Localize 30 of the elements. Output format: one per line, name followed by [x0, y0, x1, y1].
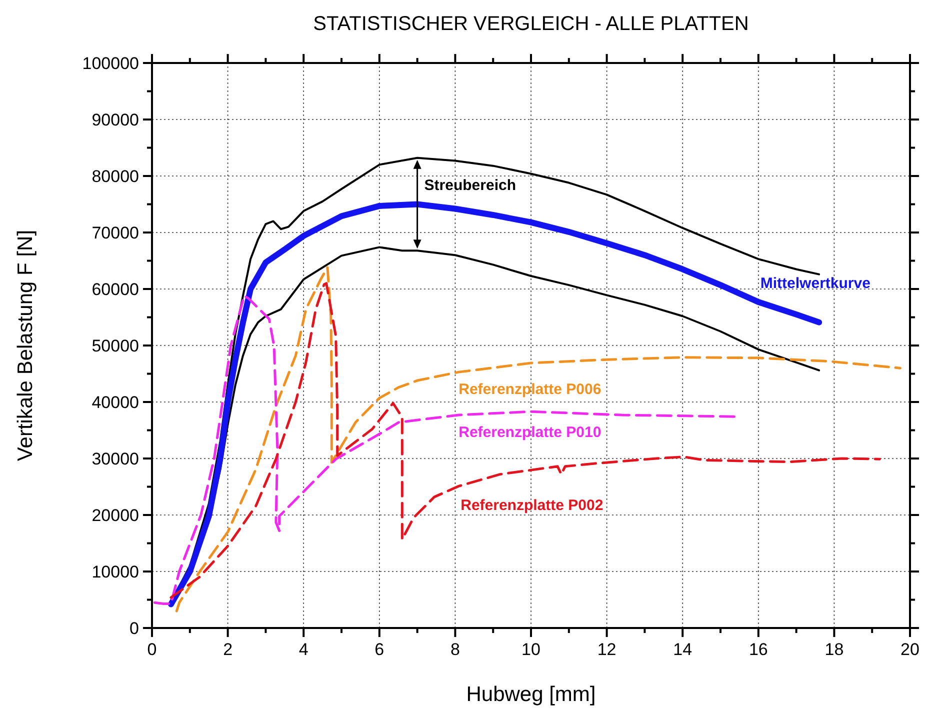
x-axis-title: Hubweg [mm]	[466, 683, 596, 706]
x-tick-label: 2	[223, 640, 233, 659]
chart-title: STATISTISCHER VERGLEICH - ALLE PLATTEN	[313, 13, 749, 35]
x-tick-label: 4	[298, 640, 308, 659]
y-tick-label: 10000	[92, 562, 139, 582]
y-tick-label: 80000	[92, 167, 139, 186]
x-tick-label: 18	[824, 640, 844, 659]
y-tick-label: 90000	[92, 110, 139, 130]
x-tick-label: 12	[597, 640, 616, 659]
y-tick-label: 70000	[92, 224, 139, 242]
x-tick-label: 14	[673, 640, 692, 659]
y-tick-label: 50000	[92, 336, 139, 356]
x-tick-label: 20	[900, 640, 920, 659]
y-tick-label: 60000	[92, 280, 139, 299]
annotation: Streubereich	[424, 176, 516, 194]
x-tick-label: 8	[450, 640, 460, 659]
x-tick-label: 16	[748, 640, 768, 659]
y-tick-label: 30000	[92, 450, 139, 468]
y-tick-label: 100000	[82, 54, 139, 73]
x-tick-label: 6	[374, 640, 384, 659]
y-tick-label: 40000	[92, 393, 139, 412]
series-label: Referenzplatte P002	[460, 497, 604, 514]
series-label: Mittelwertkurve	[760, 274, 870, 292]
x-tick-label: 0	[147, 640, 157, 659]
y-tick-label: 20000	[92, 506, 139, 525]
y-axis-title: Vertikale Belastung F [N]	[14, 230, 37, 462]
series-label: Referenzplatte P010	[458, 424, 602, 441]
x-tick-label: 10	[522, 640, 540, 659]
y-tick-label: 0	[130, 619, 139, 638]
series-label: Referenzplatte P006	[458, 381, 602, 398]
